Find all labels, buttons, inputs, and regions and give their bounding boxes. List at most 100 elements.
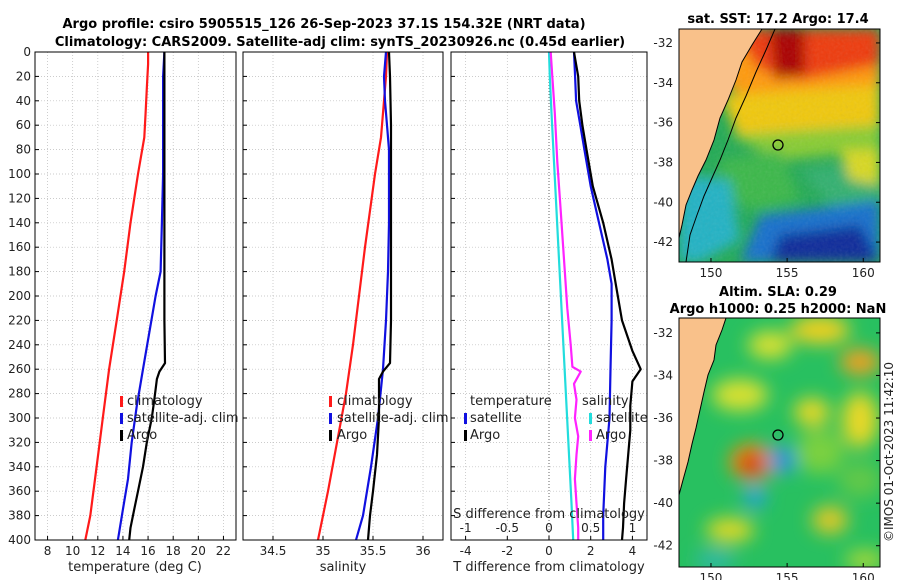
temperature-grid bbox=[35, 51, 236, 541]
difference-lines bbox=[547, 51, 642, 541]
series-line-t-argo bbox=[572, 51, 642, 541]
series-line-satellite-adj-clim bbox=[116, 51, 166, 541]
depth-tick-label: 160 bbox=[8, 240, 31, 254]
depth-tick-label: 140 bbox=[8, 216, 31, 230]
map-lon-label: 150 bbox=[700, 571, 723, 580]
map-lat-label: -36 bbox=[653, 411, 673, 425]
x-tick-label: -4 bbox=[460, 544, 472, 558]
series-line-climatology bbox=[84, 52, 150, 541]
x-tick-label: 2 bbox=[587, 544, 595, 558]
salinity-grid bbox=[243, 51, 443, 541]
map-lat-label: -34 bbox=[653, 368, 673, 382]
legend-swatch-s-argo bbox=[589, 430, 592, 441]
s-diff-tick-label: -1 bbox=[460, 521, 472, 535]
map-lon-label: 150 bbox=[700, 266, 723, 280]
depth-tick-label: 320 bbox=[8, 435, 31, 449]
legend-swatch-argo bbox=[329, 430, 332, 441]
sla-land bbox=[679, 318, 726, 495]
sla-map-title-line1: Altim. SLA: 0.29 bbox=[719, 285, 837, 300]
difference-xlabel-top: S difference from climatology bbox=[453, 507, 645, 522]
sla-map-title-line2: Argo h1000: 0.25 h2000: NaN bbox=[670, 302, 887, 317]
depth-tick-label: 340 bbox=[8, 460, 31, 474]
salinity-diff-tick-labels: -1 -0.5 0 0.5 1 bbox=[460, 521, 637, 535]
difference-legend-right: salinity satellite Argo bbox=[582, 394, 648, 443]
depth-tick-label: 80 bbox=[16, 143, 31, 157]
sst-coastline bbox=[679, 29, 763, 239]
depth-tick-label: 40 bbox=[16, 94, 31, 108]
x-tick-label: 0 bbox=[545, 544, 553, 558]
sst-map-title: sat. SST: 17.2 Argo: 17.4 bbox=[687, 12, 868, 27]
salinity-xlabel: salinity bbox=[320, 560, 367, 575]
sst-map bbox=[679, 29, 880, 262]
legend-swatch-s-satellite bbox=[589, 413, 592, 424]
temperature-xlabel: temperature (deg C) bbox=[68, 560, 202, 575]
legend-swatch-climatology bbox=[329, 396, 332, 407]
series-line-satellite-adj-clim bbox=[354, 51, 391, 541]
sla-ticks: 150 155 160 -32 -34 -36 -38 -40 -42 bbox=[653, 326, 880, 580]
x-tick-label: 20 bbox=[191, 544, 206, 558]
legend-swatch-t-satellite bbox=[464, 413, 467, 424]
map-lat-label: -36 bbox=[653, 116, 673, 130]
sla-field bbox=[695, 318, 880, 567]
s-diff-tick-label: 0 bbox=[545, 521, 553, 535]
temperature-ticks: 8 10 12 14 16 18 20 22 bbox=[35, 51, 231, 558]
figure-title-line1: Argo profile: csiro 5905515_126 26-Sep-2… bbox=[62, 17, 585, 32]
sla-argo-marker bbox=[772, 429, 784, 441]
depth-tick-label: 120 bbox=[8, 191, 31, 205]
legend-swatch-t-argo bbox=[464, 430, 467, 441]
depth-tick-label: 360 bbox=[8, 484, 31, 498]
map-lat-label: -38 bbox=[653, 155, 673, 169]
map-lon-label: 160 bbox=[852, 266, 875, 280]
difference-panel: -4 -2 0 2 4 -1 -0.5 0 0.5 1 S difference from cl… bbox=[450, 51, 648, 575]
series-line-t-satellite bbox=[572, 51, 613, 540]
x-tick-label: 8 bbox=[44, 544, 52, 558]
x-tick-label: 34.5 bbox=[260, 544, 287, 558]
x-tick-label: 10 bbox=[65, 544, 80, 558]
depth-tick-label: 380 bbox=[8, 509, 31, 523]
map-lat-label: -42 bbox=[653, 539, 673, 553]
map-lon-label: 155 bbox=[776, 571, 799, 580]
legend-label-t-argo: Argo bbox=[470, 428, 500, 443]
figure-title-line2: Climatology: CARS2009. Satellite-adj cli… bbox=[55, 35, 625, 50]
sla-coastline bbox=[679, 318, 727, 496]
temperature-panel: 8 10 12 14 16 18 20 22 0 20 40 60 80 100 120 140 160 180… bbox=[8, 45, 239, 575]
series-line-argo bbox=[366, 51, 393, 541]
legend-label-argo: Argo bbox=[337, 428, 367, 443]
legend-label-climatology: climatology bbox=[337, 394, 413, 409]
legend-swatch-climatology bbox=[120, 396, 123, 407]
imos-timestamp-watermark: ©IMOS 01-Oct-2023 11:42:10 bbox=[882, 362, 896, 542]
depth-tick-label: 180 bbox=[8, 265, 31, 279]
depth-tick-label: 60 bbox=[16, 118, 31, 132]
legend-swatch-satellite bbox=[329, 413, 332, 424]
depth-tick-label: 20 bbox=[16, 69, 31, 83]
s-diff-tick-label: 0.5 bbox=[581, 521, 600, 535]
s-diff-tick-label: 1 bbox=[629, 521, 637, 535]
x-tick-label: 14 bbox=[115, 544, 130, 558]
depth-tick-label: 0 bbox=[23, 45, 31, 59]
salinity-legend: climatology satellite-adj. clim Argo bbox=[329, 394, 449, 443]
x-tick-label: 35.5 bbox=[360, 544, 387, 558]
temperature-legend: climatology satellite-adj. clim Argo bbox=[120, 394, 239, 443]
map-lon-label: 160 bbox=[852, 571, 875, 580]
legend-label-satellite: satellite-adj. clim bbox=[127, 411, 239, 426]
legend-label-climatology: climatology bbox=[127, 394, 203, 409]
x-tick-label: 22 bbox=[216, 544, 231, 558]
sst-isobath bbox=[685, 29, 776, 262]
map-lat-label: -40 bbox=[653, 496, 673, 510]
depth-tick-label: 220 bbox=[8, 313, 31, 327]
depth-tick-labels: 0 20 40 60 80 100 120 140 160 180 200 220 240 260 280 3… bbox=[8, 45, 31, 547]
sst-map-frame bbox=[678, 28, 881, 263]
map-lat-label: -32 bbox=[653, 326, 673, 340]
x-tick-label: 35 bbox=[315, 544, 330, 558]
legend-title-salinity: salinity bbox=[582, 394, 629, 409]
legend-label-t-satellite: satellite bbox=[470, 411, 522, 426]
difference-xlabel: T difference from climatology bbox=[452, 560, 645, 575]
depth-tick-label: 100 bbox=[8, 167, 31, 181]
legend-swatch-argo bbox=[120, 430, 123, 441]
depth-tick-label: 260 bbox=[8, 362, 31, 376]
map-lat-label: -34 bbox=[653, 76, 673, 90]
difference-ticks: -4 -2 0 2 4 bbox=[451, 51, 636, 558]
x-tick-label: 16 bbox=[140, 544, 155, 558]
difference-legend-left: temperature satellite Argo bbox=[464, 394, 552, 443]
